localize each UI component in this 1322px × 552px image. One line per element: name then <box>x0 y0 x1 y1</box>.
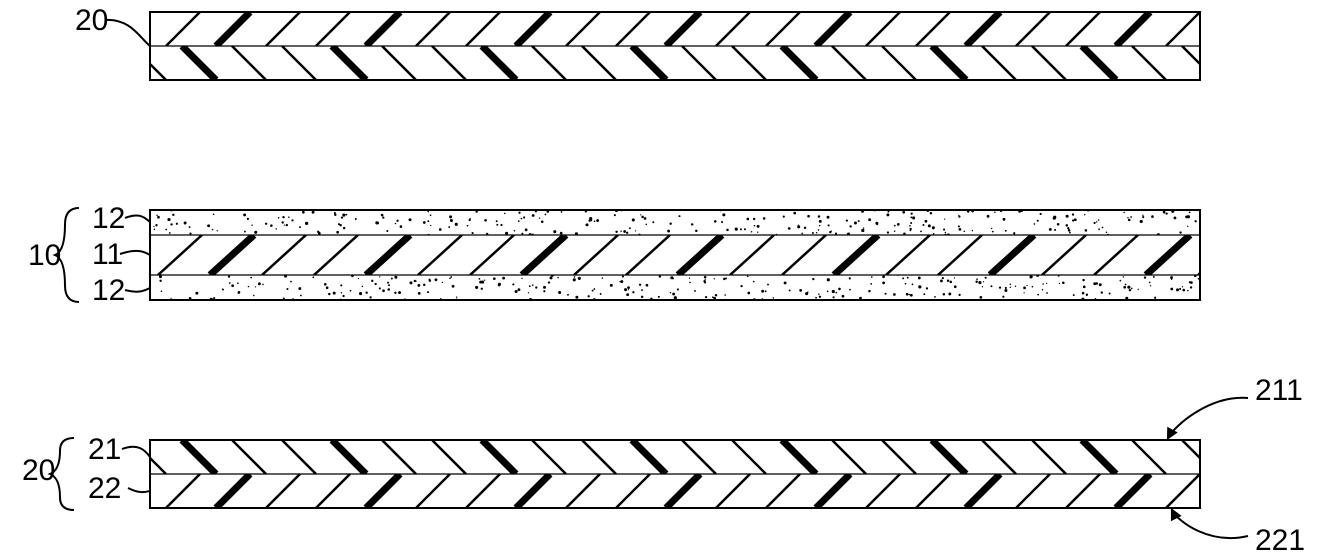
lbl-211: 211 <box>1255 374 1303 407</box>
mid-center-hatch <box>54 235 1294 275</box>
lbl-22: 22 <box>88 472 121 505</box>
lbl-21: 21 <box>88 433 121 466</box>
lbl-12-upper: 12 <box>92 202 125 235</box>
ldr-11 <box>120 251 150 255</box>
ldr-22 <box>128 488 150 492</box>
bottom-lower-hatch <box>66 474 1300 508</box>
lbl-20-top: 20 <box>75 4 108 37</box>
lbl-10: 10 <box>28 239 61 272</box>
mid-bottom-stipple <box>159 274 1199 302</box>
ldr-12-upper <box>125 215 150 222</box>
lbl-11: 11 <box>92 238 123 271</box>
lbl-20-bottom: 20 <box>22 454 55 487</box>
diagram-root: 20 121112 10 21 22 20 211 221 <box>0 0 1322 552</box>
bottom-upper-hatch <box>32 440 1266 474</box>
ldr-221 <box>1172 510 1248 538</box>
ldr-21 <box>122 447 150 457</box>
ldr-12-lower <box>125 288 150 292</box>
top-lower-hatch <box>32 46 1266 80</box>
mid-top-stipple <box>153 209 1197 236</box>
ldr-20-top <box>105 20 150 46</box>
top-upper-hatch <box>66 12 1300 46</box>
lbl-12-lower: 12 <box>92 274 125 307</box>
lbl-221: 221 <box>1255 524 1305 552</box>
ldr-211 <box>1168 398 1248 438</box>
